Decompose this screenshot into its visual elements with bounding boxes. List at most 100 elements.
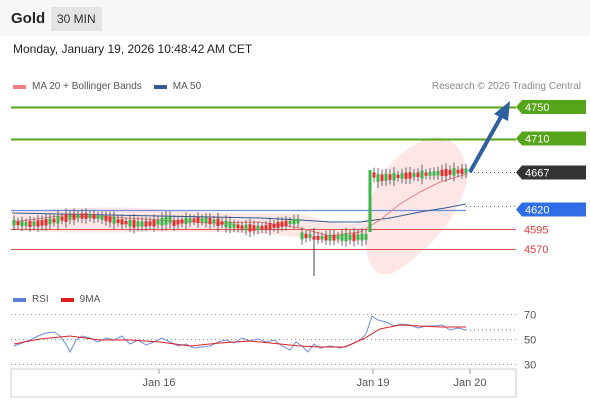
candle <box>12 220 16 226</box>
candle <box>120 219 124 225</box>
candle <box>172 220 176 226</box>
candle <box>60 217 64 221</box>
candle <box>212 219 216 224</box>
candle <box>204 217 208 224</box>
candle <box>392 173 396 181</box>
ma20-swatch <box>13 84 26 89</box>
timeframe-button[interactable]: 30 MIN <box>51 7 102 31</box>
candle <box>148 221 152 226</box>
candle <box>440 169 444 176</box>
candle <box>464 168 468 174</box>
candle <box>68 214 72 220</box>
candle <box>376 174 380 182</box>
candle <box>168 216 172 224</box>
candle <box>400 173 404 179</box>
candle <box>112 216 116 224</box>
instrument-title: Gold <box>11 10 46 27</box>
candle <box>184 217 188 225</box>
candle <box>280 221 284 227</box>
candle <box>140 221 144 227</box>
candle <box>232 223 236 228</box>
candle <box>92 214 96 219</box>
current-tag-label-4667: 4667 <box>525 167 549 179</box>
candle <box>48 218 52 225</box>
candle <box>252 225 256 231</box>
resistance-tag-label-4710: 4710 <box>525 134 549 146</box>
candle <box>448 169 452 175</box>
candle <box>452 168 456 176</box>
candle <box>32 221 36 227</box>
candle <box>24 222 28 226</box>
candle <box>288 220 292 224</box>
candle <box>228 221 232 228</box>
support-label-4595: 4595 <box>524 224 548 236</box>
resistance-tag-4750 <box>516 100 586 114</box>
candle <box>396 174 400 179</box>
rsi-swatch <box>13 297 26 302</box>
candle <box>40 220 44 226</box>
candle <box>276 221 280 229</box>
candle <box>28 221 32 227</box>
candle <box>188 218 192 223</box>
candle <box>116 219 120 223</box>
candle <box>308 234 312 238</box>
time-axis-frame <box>10 368 517 398</box>
ma20-legend-label: MA 20 + Bollinger Bands <box>32 81 142 92</box>
candle <box>384 173 388 181</box>
candle <box>224 220 228 228</box>
candle <box>420 170 424 179</box>
candle <box>332 234 336 241</box>
candle <box>284 220 288 226</box>
candle <box>300 232 304 240</box>
rsi-9ma-legend-label: 9MA <box>79 294 101 305</box>
rsi-tick-label: 70 <box>524 310 536 322</box>
rsi-legend: RSI 9MA <box>13 294 100 305</box>
rsi-line <box>13 315 467 354</box>
candle <box>104 215 108 222</box>
candle <box>176 219 180 225</box>
resistance-tag-label-4750: 4750 <box>525 102 549 114</box>
rsi-tick-label: 50 <box>524 335 536 347</box>
pivot-tag-4620 <box>516 202 586 217</box>
candle <box>180 219 184 224</box>
candle <box>456 169 460 174</box>
research-credit: Research © 2026 Trading Central <box>431 81 581 92</box>
candle <box>328 234 332 241</box>
candle <box>268 223 272 231</box>
candle <box>372 172 376 178</box>
rsi-tick-label: 30 <box>524 360 536 372</box>
x-tick-label: Jan 20 <box>453 377 486 389</box>
candle <box>192 218 196 222</box>
candle <box>344 233 348 242</box>
candle <box>380 174 384 181</box>
top-bar: Gold 30 MIN <box>0 0 590 36</box>
candle <box>388 174 392 180</box>
candle <box>324 235 328 241</box>
candle <box>36 220 40 227</box>
candle <box>368 170 372 232</box>
candle <box>72 213 76 220</box>
candle <box>272 223 276 228</box>
candle <box>16 221 20 226</box>
candle <box>128 220 132 227</box>
bollinger-band-area <box>12 136 468 275</box>
candle <box>248 224 252 232</box>
candle <box>348 234 352 240</box>
candle <box>108 216 112 223</box>
support-label-4570: 4570 <box>524 244 548 256</box>
candle <box>216 218 220 226</box>
candle <box>20 221 24 227</box>
ma50-legend-label: MA 50 <box>172 81 202 92</box>
resistance-tag-4710 <box>516 131 586 146</box>
candle <box>360 233 364 241</box>
x-tick-label: Jan 19 <box>356 377 389 389</box>
candle <box>416 172 420 178</box>
candle <box>256 225 260 231</box>
candle <box>240 225 244 229</box>
rsi-9ma-swatch <box>60 297 74 302</box>
candle <box>208 217 212 224</box>
ma50-swatch <box>153 84 167 89</box>
candle <box>96 215 100 219</box>
candle <box>340 234 344 241</box>
